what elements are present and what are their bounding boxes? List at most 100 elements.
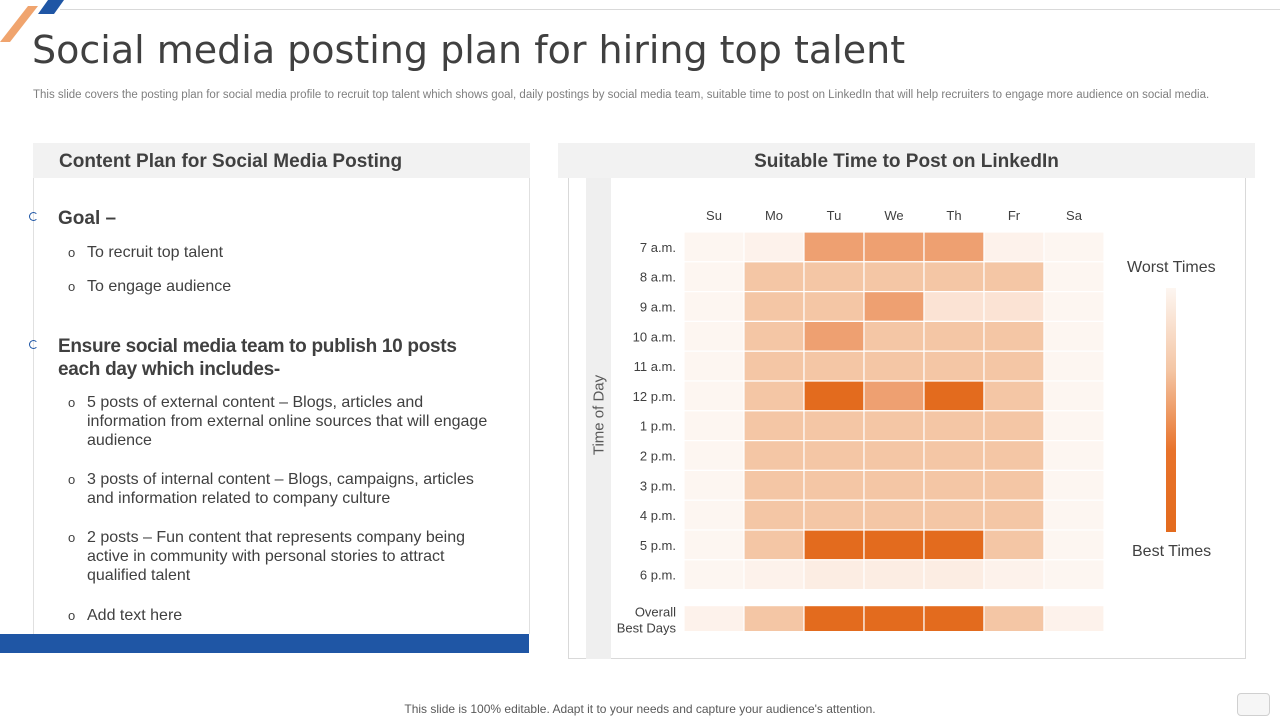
heatmap-cell	[923, 410, 985, 442]
heatmap-cell	[1043, 231, 1105, 263]
heatmap-cell	[743, 529, 805, 561]
goal-heading: Goal –	[58, 208, 117, 229]
heatmap-cell	[923, 499, 985, 531]
heatmap-cell	[683, 290, 745, 322]
content-plan-heading: Content Plan for Social Media Posting	[59, 151, 403, 172]
heatmap-cell	[803, 261, 865, 293]
heatmap-cell	[863, 440, 925, 472]
heatmap-cell	[743, 231, 805, 263]
content-plan-border-right	[529, 178, 530, 634]
content-plan-border-left	[33, 178, 34, 634]
summary-cell	[923, 605, 985, 633]
heatmap-chart: Su Mo Tu We Th Fr Sa 7 a.m. 8 a.m. 9 a.m. 10 a.m. 1…	[617, 208, 1105, 636]
circle-bullet-icon: o	[68, 530, 76, 545]
goal-item: o To recruit top talent	[68, 244, 224, 261]
heatmap-cell	[983, 231, 1045, 263]
heatmap-cell	[803, 499, 865, 531]
ensure-bullet-icon	[29, 340, 38, 349]
heatmap-cell	[923, 440, 985, 472]
heatmap-cell	[923, 290, 985, 322]
heatmap-cell	[743, 350, 805, 382]
circle-bullet-icon: o	[68, 245, 76, 260]
heatmap-cell	[683, 499, 745, 531]
heatmap-cell	[863, 350, 925, 382]
summary-cell	[983, 605, 1045, 633]
heatmap-cell	[1043, 261, 1105, 293]
y-tick-label: 12 p.m.	[633, 389, 676, 404]
circle-bullet-icon: o	[68, 472, 76, 487]
heatmap-cell	[803, 231, 865, 263]
heatmap-cell	[983, 469, 1045, 501]
y-tick-label: 8 a.m.	[640, 270, 676, 285]
heatmap-cell	[743, 440, 805, 472]
heatmap-cell	[803, 529, 865, 561]
heatmap-cell	[803, 440, 865, 472]
x-tick-label: Sa	[1066, 208, 1083, 223]
heatmap-cell	[683, 380, 745, 412]
heatmap-cell	[803, 290, 865, 322]
heatmap-cell	[743, 380, 805, 412]
circle-bullet-icon: o	[68, 395, 76, 410]
corner-button[interactable]	[1237, 693, 1270, 716]
summary-cell	[1043, 605, 1105, 633]
goal-item: o To engage audience	[68, 278, 232, 295]
summary-cell	[803, 605, 865, 633]
corner-stripes-decoration	[0, 0, 64, 42]
ensure-heading: Ensure social media team to publish 10 p…	[58, 336, 457, 380]
y-tick-label: 9 a.m.	[640, 300, 676, 315]
heatmap-cell	[863, 529, 925, 561]
heatmap-cell	[803, 559, 865, 591]
heatmap-cell	[743, 410, 805, 442]
x-tick-label: Tu	[827, 208, 842, 223]
heatmap-cell	[863, 231, 925, 263]
heatmap-cell	[1043, 440, 1105, 472]
y-axis-strip	[586, 178, 611, 659]
heatmap-cell	[983, 261, 1045, 293]
heatmap-cell	[683, 261, 745, 293]
heatmap-cell	[983, 380, 1045, 412]
summary-label-line1: Overall	[635, 605, 676, 620]
y-tick-label: 6 p.m.	[640, 568, 676, 583]
heatmap-cell	[983, 410, 1045, 442]
heatmap-cell	[863, 499, 925, 531]
heatmap-cell	[983, 290, 1045, 322]
summary-cell	[683, 605, 745, 633]
heatmap-cell	[683, 320, 745, 352]
heatmap-cell	[1043, 469, 1105, 501]
heatmap-cell	[683, 350, 745, 382]
heatmap-cell	[743, 290, 805, 322]
x-tick-label: Su	[706, 208, 722, 223]
heatmap-cell	[923, 350, 985, 382]
heatmap-cell	[863, 290, 925, 322]
footer-note: This slide is 100% editable. Adapt it to…	[404, 702, 876, 716]
heatmap-cell	[683, 559, 745, 591]
ensure-item: o Add text here	[68, 607, 183, 624]
y-tick-label: 1 p.m.	[640, 419, 676, 434]
legend-worst-label: Worst Times	[1127, 259, 1216, 276]
ensure-item: o 2 posts – Fun content that represents …	[68, 529, 466, 584]
heatmap-cell	[1043, 410, 1105, 442]
ensure-item: o 3 posts of internal content – Blogs, c…	[68, 471, 474, 507]
heatmap-cell	[983, 440, 1045, 472]
y-tick-label: 4 p.m.	[640, 508, 676, 523]
summary-cell	[743, 605, 805, 633]
y-tick-label: 2 p.m.	[640, 449, 676, 464]
heatmap-cell	[1043, 499, 1105, 531]
heatmap-cell	[983, 320, 1045, 352]
heatmap-cell	[1043, 529, 1105, 561]
heatmap-cell	[923, 469, 985, 501]
y-tick-label: 11 a.m.	[634, 359, 676, 374]
heatmap-cell	[1043, 380, 1105, 412]
heatmap-cell	[683, 410, 745, 442]
heatmap-cell	[683, 231, 745, 263]
ensure-item: o 5 posts of external content – Blogs, a…	[68, 394, 488, 449]
header-rule	[60, 9, 1280, 10]
linkedin-header: Suitable Time to Post on LinkedIn	[558, 143, 1255, 178]
goal-bullet-icon	[29, 212, 38, 221]
heatmap-cell	[923, 261, 985, 293]
heatmap-cell	[863, 469, 925, 501]
heatmap-cell	[1043, 290, 1105, 322]
summary-label-line2: Best Days	[617, 621, 677, 636]
heatmap-cell	[803, 410, 865, 442]
heatmap-cell	[983, 529, 1045, 561]
